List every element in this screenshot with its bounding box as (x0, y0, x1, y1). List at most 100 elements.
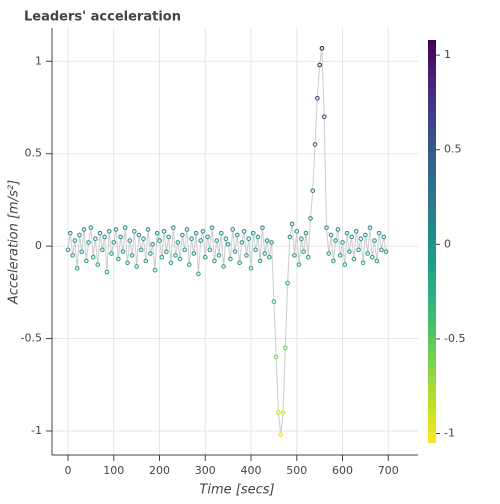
point (86, 240, 91, 245)
y-tick-label: 1 (35, 54, 42, 67)
point (81, 227, 87, 232)
x-tick-label: 0 (65, 464, 72, 477)
point (145, 227, 151, 232)
point (376, 230, 382, 236)
point (340, 240, 345, 245)
point (161, 229, 167, 234)
point (148, 251, 153, 256)
colorbar (428, 40, 436, 443)
point (280, 410, 286, 415)
point (369, 254, 375, 260)
point (68, 230, 73, 236)
point (305, 254, 311, 260)
point (106, 229, 112, 234)
point (84, 258, 89, 264)
point (186, 262, 192, 267)
y-tick-label: 0.5 (25, 147, 43, 160)
point (260, 225, 265, 230)
chart-title: Leaders' acceleration (24, 10, 181, 25)
point (214, 238, 219, 243)
y-tick-label: 0 (35, 239, 42, 252)
point (360, 260, 366, 266)
y-tick-label: -1 (31, 424, 42, 437)
x-tick-label: 600 (332, 464, 353, 477)
x-tick-label: 100 (103, 464, 124, 477)
point (134, 264, 139, 269)
point (143, 258, 149, 264)
point (253, 247, 258, 253)
x-tick-label: 300 (195, 464, 216, 477)
point (239, 240, 245, 245)
point (335, 227, 341, 232)
point (356, 247, 361, 253)
point (104, 269, 110, 275)
y-tick-label: -0.5 (21, 332, 42, 345)
x-tick-label: 700 (378, 464, 399, 477)
y-axis-label: Acceleration [m/s²] (7, 180, 22, 305)
point (221, 264, 226, 269)
point (276, 410, 281, 415)
point (175, 240, 181, 245)
point (351, 256, 357, 262)
point (228, 256, 233, 262)
colorbar-tick-label: 0.5 (444, 143, 462, 156)
point (79, 249, 85, 254)
point (127, 238, 133, 243)
point (234, 232, 240, 238)
point (136, 232, 142, 238)
point (170, 225, 176, 230)
x-tick-label: 500 (286, 464, 307, 477)
point (191, 251, 197, 256)
point (283, 345, 288, 351)
point (205, 234, 210, 240)
point (365, 251, 370, 256)
point (278, 432, 284, 437)
point (251, 230, 256, 236)
point (212, 258, 217, 264)
point (372, 238, 377, 243)
colorbar-tick-label: -1 (444, 427, 455, 440)
point (154, 230, 160, 236)
point (200, 229, 206, 234)
point (358, 236, 364, 242)
point (326, 251, 332, 256)
point (100, 247, 105, 253)
point (118, 234, 123, 240)
point (269, 240, 274, 245)
point (65, 247, 71, 253)
point (319, 46, 325, 51)
point (166, 234, 171, 240)
point (72, 238, 78, 243)
point (193, 230, 199, 236)
x-tick-label: 200 (149, 464, 170, 477)
point (317, 62, 322, 68)
point (164, 249, 169, 254)
point (379, 247, 384, 253)
point (150, 241, 155, 247)
point (333, 238, 338, 243)
point (246, 236, 252, 242)
point (159, 254, 165, 260)
point (285, 280, 290, 286)
point (129, 253, 135, 258)
point (225, 241, 231, 247)
point (74, 266, 80, 271)
point (248, 266, 254, 271)
point (120, 249, 126, 254)
colorbar-tick-label: -0.5 (444, 332, 465, 345)
point (244, 253, 249, 258)
point (180, 232, 185, 238)
point (196, 271, 201, 277)
x-tick-label: 400 (241, 464, 262, 477)
point (312, 142, 318, 147)
point (97, 230, 103, 236)
point (95, 262, 101, 267)
point (109, 251, 114, 256)
point (289, 221, 295, 227)
point (294, 229, 300, 234)
point (292, 253, 297, 258)
point (331, 258, 336, 264)
point (207, 247, 213, 253)
point (113, 227, 119, 232)
point (70, 253, 75, 258)
